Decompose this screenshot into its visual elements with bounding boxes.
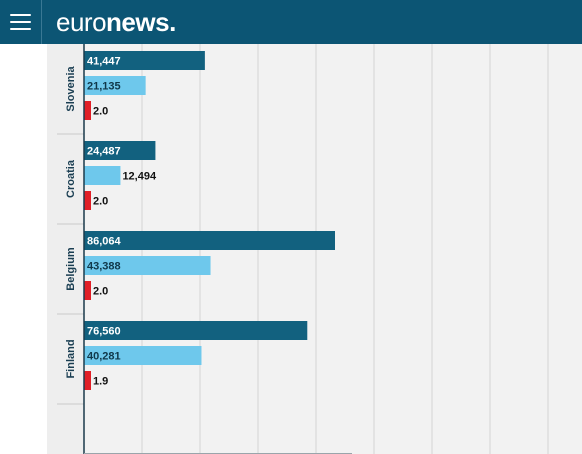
bar-belgium-s1 [84,231,335,250]
data-label-belgium-s3: 2.0 [93,286,108,298]
bar-croatia-s2 [84,166,121,185]
bar-finland-s1 [84,321,308,340]
bar-slovenia-s2 [84,76,146,95]
data-label-finland-s1: 76,560 [87,326,121,338]
data-label-croatia-s2: 12,494 [122,171,157,183]
category-label-croatia: Croatia [65,159,77,198]
bar-finland-s2 [84,346,202,365]
bar-croatia-s1 [84,141,156,160]
category-label-slovenia: Slovenia [65,66,77,112]
bar-croatia-s3 [84,191,91,210]
data-label-belgium-s2: 43,388 [87,261,121,273]
category-label-belgium: Belgium [65,247,77,291]
category-column-background [47,44,84,454]
bar-belgium-s2 [84,256,211,275]
bar-belgium-s3 [84,281,91,300]
hamburger-icon-line [10,21,31,23]
bar-slovenia-s3 [84,101,91,120]
euronews-logo[interactable]: euronews. [56,6,176,38]
data-label-belgium-s1: 86,064 [87,236,122,248]
bar-slovenia-s1 [84,51,205,70]
data-label-finland-s3: 1.9 [93,376,108,388]
logo-text-bold: news. [106,7,176,37]
data-label-finland-s2: 40,281 [87,351,121,363]
bar-finland-s3 [84,371,91,390]
logo-text-light: euro [56,7,107,37]
data-label-slovenia-s1: 41,447 [87,56,121,68]
data-label-croatia-s3: 2.0 [93,196,108,208]
site-header: euronews. [0,0,582,44]
hamburger-icon-line [10,14,31,16]
data-label-croatia-s1: 24,487 [87,146,121,158]
hamburger-icon-line [10,28,31,30]
data-label-slovenia-s2: 21,135 [87,81,121,93]
data-label-slovenia-s3: 2.0 [93,106,108,118]
category-label-finland: Finland [65,339,77,378]
menu-button[interactable] [0,0,42,44]
